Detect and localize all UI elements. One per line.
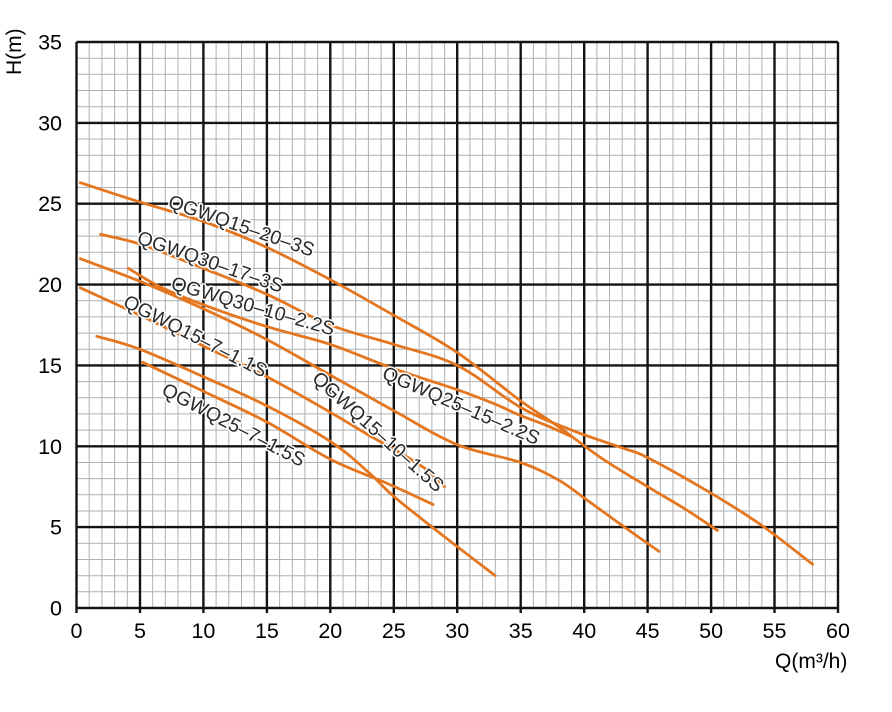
svg-text:45: 45	[636, 619, 660, 643]
svg-text:Q(m³/h): Q(m³/h)	[775, 650, 847, 673]
svg-text:40: 40	[572, 619, 596, 643]
svg-text:H(m): H(m)	[3, 28, 26, 75]
svg-text:35: 35	[509, 619, 533, 643]
svg-text:10: 10	[191, 619, 215, 643]
svg-text:15: 15	[38, 354, 62, 378]
svg-text:0: 0	[50, 597, 62, 621]
svg-text:25: 25	[382, 619, 406, 643]
svg-text:35: 35	[38, 31, 62, 55]
svg-text:10: 10	[38, 435, 62, 459]
svg-text:20: 20	[318, 619, 342, 643]
svg-text:25: 25	[38, 192, 62, 216]
svg-text:20: 20	[38, 273, 62, 297]
svg-text:60: 60	[826, 619, 850, 643]
svg-text:30: 30	[445, 619, 469, 643]
svg-text:50: 50	[699, 619, 723, 643]
svg-text:15: 15	[255, 619, 279, 643]
svg-text:30: 30	[38, 111, 62, 135]
svg-text:55: 55	[763, 619, 787, 643]
svg-text:0: 0	[71, 619, 83, 643]
svg-text:5: 5	[50, 516, 62, 540]
svg-text:5: 5	[134, 619, 146, 643]
